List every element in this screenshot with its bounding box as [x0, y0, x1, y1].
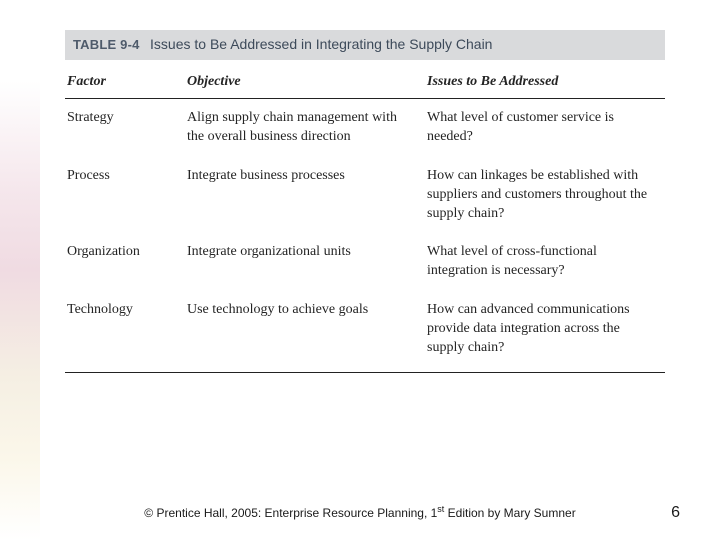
cell-factor: Strategy: [65, 99, 185, 157]
table-header-row: Factor Objective Issues to Be Addressed: [65, 66, 665, 99]
left-gradient-decoration: [0, 0, 40, 540]
table-number: TABLE 9-4: [73, 37, 140, 52]
table-row: Strategy Align supply chain management w…: [65, 99, 665, 157]
table-title: Issues to Be Addressed in Integrating th…: [150, 36, 492, 52]
cell-issues: How can advanced communications provide …: [425, 291, 665, 372]
cell-issues: How can linkages be established with sup…: [425, 157, 665, 234]
page-number: 6: [671, 504, 680, 522]
copyright-prefix: © Prentice Hall, 2005: Enterprise Resour…: [144, 506, 437, 520]
cell-objective: Use technology to achieve goals: [185, 291, 425, 372]
table-bottom-rule: [65, 372, 665, 373]
cell-factor: Organization: [65, 233, 185, 291]
cell-issues: What level of customer service is needed…: [425, 99, 665, 157]
table-row: Organization Integrate organizational un…: [65, 233, 665, 291]
col-header-objective: Objective: [185, 66, 425, 99]
copyright-suffix: Edition by Mary Sumner: [444, 506, 575, 520]
supply-chain-table: Factor Objective Issues to Be Addressed …: [65, 66, 665, 372]
copyright-footnote: © Prentice Hall, 2005: Enterprise Resour…: [0, 504, 720, 520]
table-row: Technology Use technology to achieve goa…: [65, 291, 665, 372]
cell-objective: Align supply chain management with the o…: [185, 99, 425, 157]
col-header-factor: Factor: [65, 66, 185, 99]
col-header-issues: Issues to Be Addressed: [425, 66, 665, 99]
table-row: Process Integrate business processes How…: [65, 157, 665, 234]
table-header-bar: TABLE 9-4 Issues to Be Addressed in Inte…: [65, 30, 665, 60]
cell-objective: Integrate organizational units: [185, 233, 425, 291]
slide-content: TABLE 9-4 Issues to Be Addressed in Inte…: [65, 30, 665, 373]
cell-objective: Integrate business processes: [185, 157, 425, 234]
cell-issues: What level of cross-functional integrati…: [425, 233, 665, 291]
cell-factor: Process: [65, 157, 185, 234]
cell-factor: Technology: [65, 291, 185, 372]
